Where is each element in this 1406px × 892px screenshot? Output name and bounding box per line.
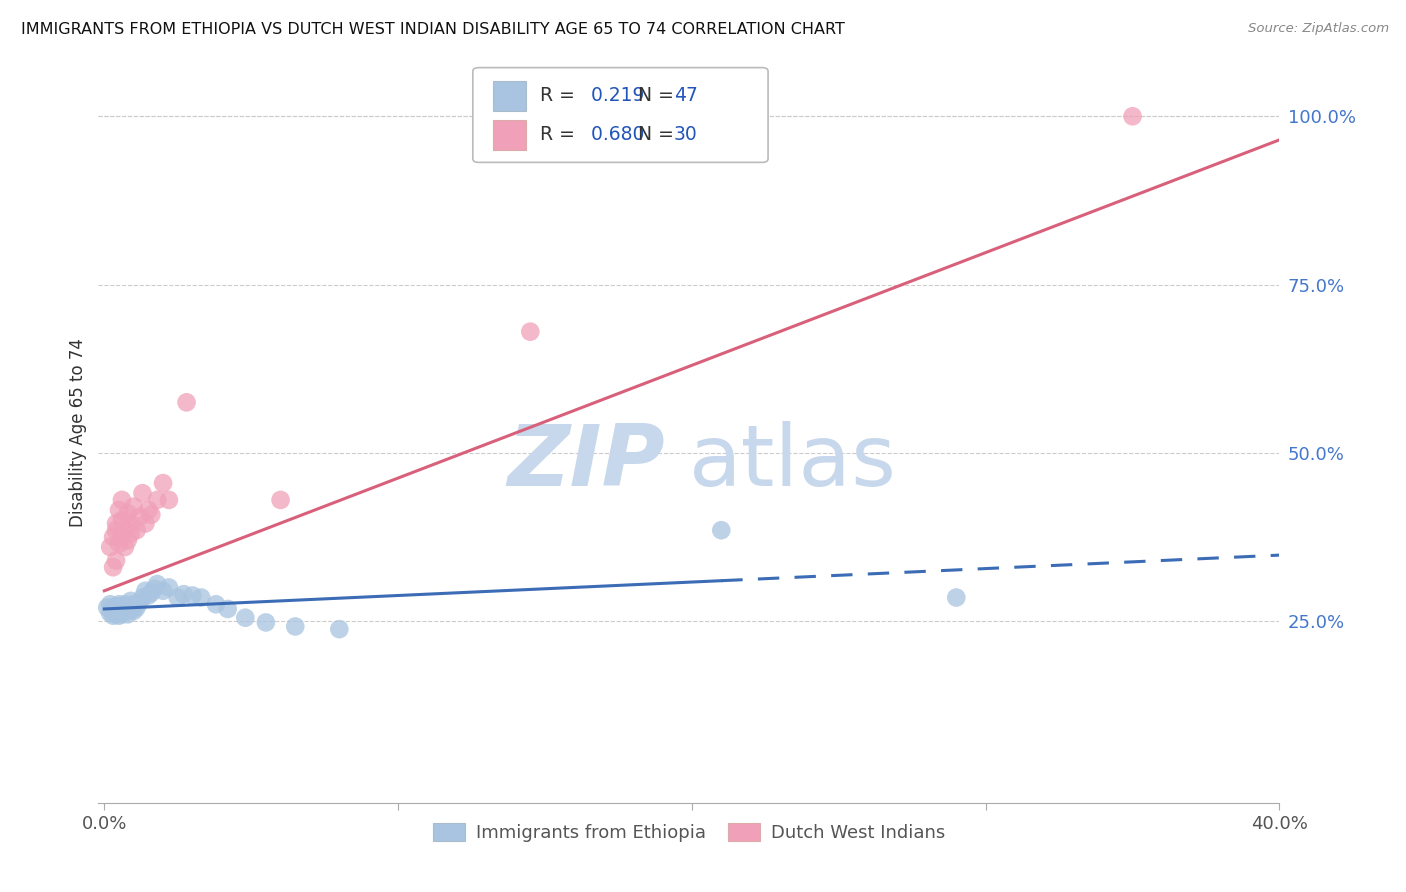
Point xyxy=(120,594,142,608)
Point xyxy=(205,597,228,611)
Point xyxy=(105,553,128,567)
Point xyxy=(125,600,148,615)
Text: 0.219: 0.219 xyxy=(585,87,644,105)
Point xyxy=(122,604,145,618)
Point xyxy=(141,586,163,600)
Point xyxy=(152,476,174,491)
Point xyxy=(146,577,169,591)
Point xyxy=(117,607,139,622)
Point xyxy=(176,395,198,409)
Point xyxy=(328,622,350,636)
Point xyxy=(1122,109,1144,123)
Point xyxy=(114,602,136,616)
Point xyxy=(138,589,160,603)
Point xyxy=(146,492,169,507)
Point xyxy=(105,599,128,614)
Text: N =: N = xyxy=(638,87,673,105)
Point xyxy=(125,523,148,537)
Point xyxy=(111,526,134,541)
Point xyxy=(105,602,128,616)
Text: atlas: atlas xyxy=(689,421,897,504)
Text: 30: 30 xyxy=(673,125,697,144)
Point xyxy=(157,492,180,507)
Point xyxy=(114,523,136,537)
Point xyxy=(710,523,733,537)
Point xyxy=(134,583,156,598)
Point xyxy=(122,597,145,611)
Text: Source: ZipAtlas.com: Source: ZipAtlas.com xyxy=(1249,22,1389,36)
Point xyxy=(157,581,180,595)
Point xyxy=(284,619,307,633)
Point xyxy=(181,589,204,603)
Point xyxy=(114,604,136,618)
Point xyxy=(190,591,212,605)
Point xyxy=(945,591,967,605)
Point xyxy=(131,591,153,605)
Point xyxy=(114,540,136,554)
Text: 47: 47 xyxy=(673,87,697,105)
Point xyxy=(98,606,121,620)
Point xyxy=(152,583,174,598)
Point xyxy=(120,516,142,531)
Point xyxy=(134,516,156,531)
Point xyxy=(128,509,150,524)
Point xyxy=(101,608,124,623)
Point xyxy=(108,503,131,517)
Point xyxy=(114,597,136,611)
Point xyxy=(101,530,124,544)
Point xyxy=(111,607,134,622)
Text: N =: N = xyxy=(638,125,673,144)
Legend: Immigrants from Ethiopia, Dutch West Indians: Immigrants from Ethiopia, Dutch West Ind… xyxy=(426,816,952,849)
Point xyxy=(217,602,239,616)
Point xyxy=(117,599,139,614)
FancyBboxPatch shape xyxy=(494,120,526,150)
Point xyxy=(141,508,163,522)
Point xyxy=(105,607,128,622)
Text: IMMIGRANTS FROM ETHIOPIA VS DUTCH WEST INDIAN DISABILITY AGE 65 TO 74 CORRELATIO: IMMIGRANTS FROM ETHIOPIA VS DUTCH WEST I… xyxy=(21,22,845,37)
Point xyxy=(111,599,134,614)
Point xyxy=(111,602,134,616)
Point xyxy=(270,492,292,507)
Point xyxy=(233,611,256,625)
Point xyxy=(108,600,131,615)
Point xyxy=(108,608,131,623)
Point xyxy=(166,591,188,605)
Point xyxy=(143,582,166,596)
Point xyxy=(101,604,124,618)
Point xyxy=(111,513,134,527)
Text: R =: R = xyxy=(540,125,575,144)
FancyBboxPatch shape xyxy=(472,68,768,162)
Point xyxy=(131,486,153,500)
Point xyxy=(173,587,195,601)
Y-axis label: Disability Age 65 to 74: Disability Age 65 to 74 xyxy=(69,338,87,527)
Point xyxy=(105,516,128,531)
Point xyxy=(111,492,134,507)
Point xyxy=(108,604,131,618)
Point xyxy=(138,503,160,517)
Point xyxy=(98,597,121,611)
Point xyxy=(120,602,142,616)
Point xyxy=(108,536,131,550)
Text: ZIP: ZIP xyxy=(508,421,665,504)
Text: 0.680: 0.680 xyxy=(585,125,644,144)
Point xyxy=(98,540,121,554)
FancyBboxPatch shape xyxy=(494,81,526,111)
Point xyxy=(117,507,139,521)
Point xyxy=(117,533,139,548)
Point xyxy=(101,560,124,574)
Point xyxy=(122,500,145,514)
Point xyxy=(105,523,128,537)
Point xyxy=(120,526,142,541)
Point xyxy=(254,615,277,630)
Point xyxy=(519,325,541,339)
Point xyxy=(128,595,150,609)
Point xyxy=(101,600,124,615)
Text: R =: R = xyxy=(540,87,575,105)
Point xyxy=(108,597,131,611)
Point xyxy=(96,600,118,615)
